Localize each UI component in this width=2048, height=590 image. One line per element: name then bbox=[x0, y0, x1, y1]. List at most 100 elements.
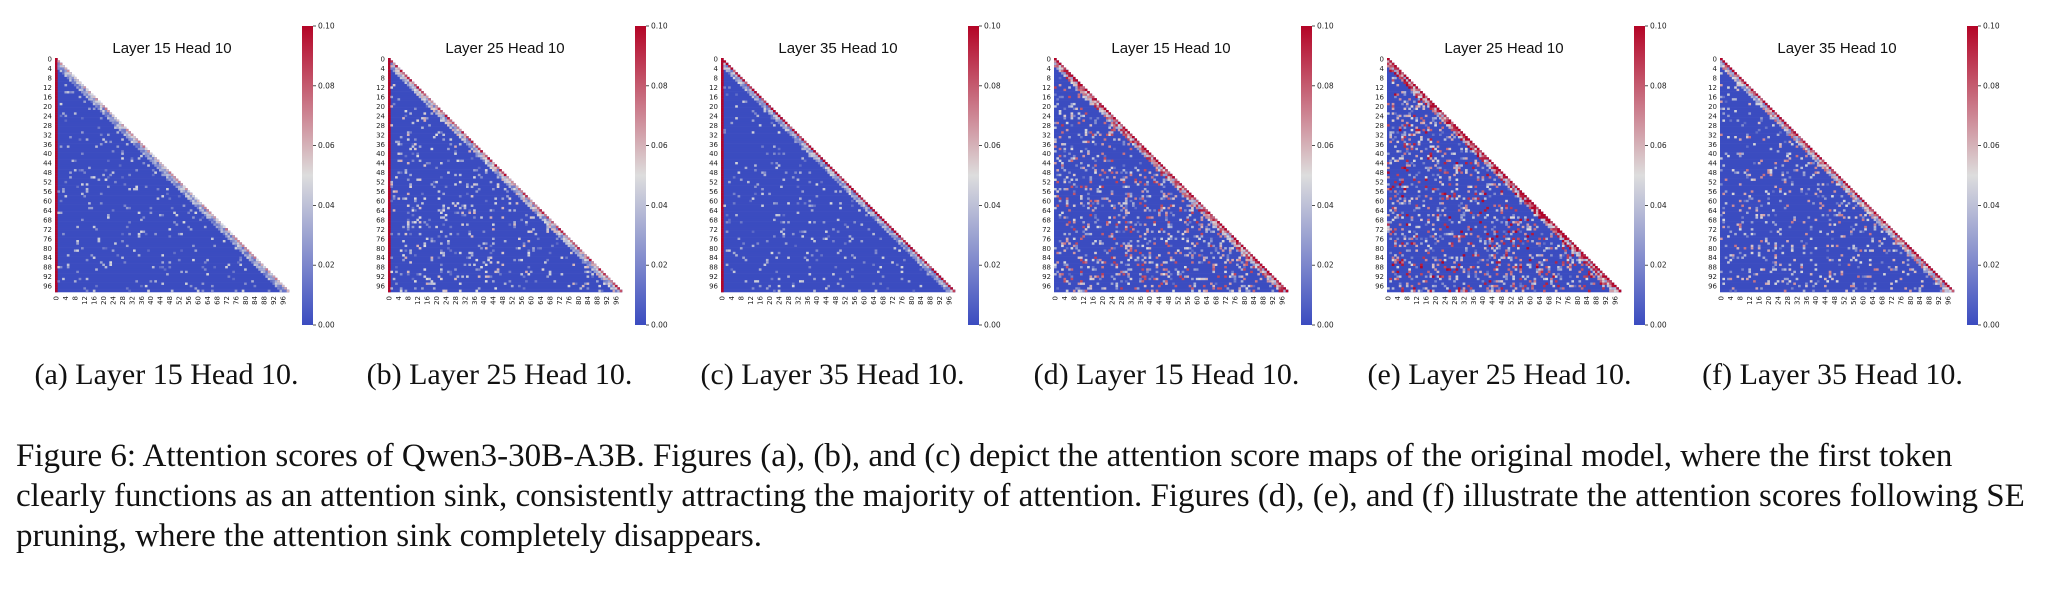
heatmap-cell bbox=[825, 230, 828, 234]
heatmap-cell bbox=[1056, 62, 1060, 66]
heatmap-cell bbox=[1169, 235, 1173, 238]
heatmap-cell bbox=[525, 197, 528, 201]
heatmap-cell bbox=[1122, 270, 1126, 274]
heatmap-cell bbox=[843, 180, 847, 184]
heatmap-cell bbox=[1094, 105, 1097, 108]
heatmap-cell bbox=[1167, 192, 1171, 196]
y-tick-label: 12 bbox=[376, 84, 385, 92]
heatmap-cell bbox=[55, 138, 58, 142]
heatmap-cell bbox=[116, 131, 120, 134]
heatmap-cell bbox=[1441, 192, 1445, 196]
heatmap-cell bbox=[213, 218, 217, 222]
heatmap-cell bbox=[1174, 185, 1178, 189]
heatmap-cell bbox=[1143, 176, 1147, 179]
heatmap-cell bbox=[735, 105, 738, 108]
heatmap-cell bbox=[794, 171, 797, 175]
heatmap-cell bbox=[59, 69, 63, 73]
heatmap-cell bbox=[55, 214, 58, 217]
heatmap-cell bbox=[1094, 275, 1097, 279]
y-tick-label: 8 bbox=[1047, 75, 1051, 83]
heatmap-cell bbox=[1410, 88, 1414, 92]
heatmap-cell bbox=[114, 242, 117, 246]
heatmap-cell bbox=[1096, 218, 1100, 222]
heatmap-cell bbox=[1134, 206, 1138, 210]
heatmap-cell bbox=[1087, 150, 1090, 153]
heatmap-cell bbox=[735, 117, 738, 120]
heatmap-row bbox=[55, 240, 240, 243]
heatmap-cell bbox=[388, 93, 391, 97]
heatmap-cell bbox=[1075, 88, 1078, 92]
heatmap-cell bbox=[458, 289, 462, 293]
heatmap-cell bbox=[581, 251, 585, 255]
heatmap-cell bbox=[1110, 119, 1114, 123]
heatmap-cell bbox=[1186, 218, 1190, 222]
heatmap-cell bbox=[1084, 91, 1088, 94]
heatmap-cell bbox=[1415, 93, 1419, 97]
heatmap-cell bbox=[1417, 91, 1421, 94]
heatmap-cell bbox=[1228, 249, 1232, 253]
heatmap-cell bbox=[607, 282, 611, 286]
heatmap-cell bbox=[1108, 126, 1112, 130]
heatmap-cell bbox=[1439, 166, 1442, 170]
heatmap-cell bbox=[1160, 173, 1164, 177]
heatmap-cell bbox=[1403, 131, 1407, 134]
heatmap-cell bbox=[461, 204, 464, 208]
y-tick-label: 28 bbox=[376, 122, 385, 130]
heatmap-cell bbox=[1115, 121, 1119, 125]
heatmap-cell bbox=[825, 162, 828, 165]
heatmap-cell bbox=[406, 221, 410, 224]
heatmap-cell bbox=[777, 117, 781, 120]
heatmap-cell bbox=[97, 100, 101, 104]
heatmap-cell bbox=[1389, 136, 1393, 139]
heatmap-cell bbox=[570, 240, 573, 243]
heatmap-cell bbox=[1200, 218, 1204, 222]
heatmap-cell bbox=[440, 110, 443, 113]
heatmap-cell bbox=[1401, 136, 1404, 139]
heatmap-cell bbox=[1084, 169, 1088, 172]
heatmap-cell bbox=[1429, 140, 1433, 144]
heatmap-cell bbox=[1405, 162, 1409, 165]
heatmap-row bbox=[55, 204, 205, 208]
heatmap-cell bbox=[1405, 76, 1409, 80]
heatmap-cell bbox=[888, 230, 892, 234]
heatmap-cell bbox=[586, 275, 590, 279]
heatmap-cell bbox=[751, 88, 755, 92]
heatmap-cell bbox=[513, 209, 516, 212]
heatmap-cell bbox=[194, 211, 198, 215]
heatmap-cell bbox=[1195, 199, 1199, 203]
heatmap-cell bbox=[751, 230, 755, 234]
heatmap-cell bbox=[742, 84, 745, 87]
heatmap-row bbox=[1054, 254, 1253, 257]
heatmap-cell bbox=[1091, 242, 1095, 246]
heatmap-cell bbox=[765, 240, 769, 243]
heatmap-cell bbox=[55, 270, 58, 274]
heatmap-row bbox=[1387, 84, 1416, 87]
heatmap-row bbox=[1054, 173, 1173, 177]
heatmap-cell bbox=[1070, 145, 1074, 149]
heatmap-cell bbox=[593, 270, 597, 274]
heatmap-cell bbox=[1063, 242, 1067, 246]
heatmap-cell bbox=[721, 119, 724, 123]
heatmap-cell bbox=[751, 197, 755, 201]
heatmap-cell bbox=[477, 150, 481, 153]
heatmap-cell bbox=[81, 192, 84, 196]
heatmap-cell bbox=[794, 133, 797, 137]
heatmap-cell bbox=[140, 284, 143, 288]
heatmap-cell bbox=[529, 230, 533, 234]
heatmap-cell bbox=[55, 223, 58, 227]
heatmap-cell bbox=[1205, 225, 1208, 229]
heatmap-cell bbox=[1228, 235, 1232, 238]
heatmap-row bbox=[1054, 138, 1138, 142]
heatmap-cell bbox=[270, 280, 273, 283]
heatmap-cell bbox=[402, 240, 405, 243]
heatmap-cell bbox=[725, 69, 729, 73]
heatmap-cell bbox=[388, 76, 391, 80]
heatmap-cell bbox=[55, 251, 58, 255]
heatmap-cell bbox=[484, 263, 488, 267]
heatmap-cell bbox=[1136, 258, 1140, 262]
heatmap-cell bbox=[1394, 190, 1397, 194]
heatmap-cell bbox=[1184, 195, 1187, 198]
heatmap-cell bbox=[799, 230, 802, 234]
heatmap-cell bbox=[163, 166, 167, 170]
heatmap-cell bbox=[1056, 67, 1060, 71]
